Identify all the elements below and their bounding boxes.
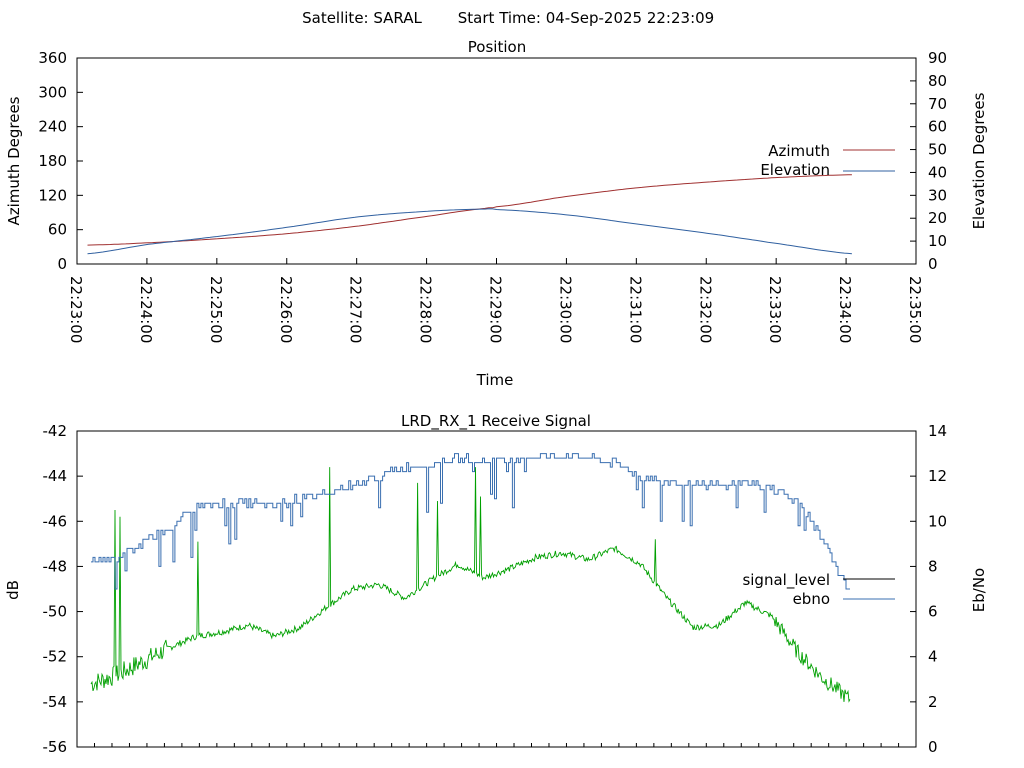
position-x-axis-label: Time: [476, 371, 514, 389]
legend-elevation-label: Elevation: [760, 161, 830, 179]
position-x-tick-label: 22:24:00: [137, 276, 155, 343]
position-x-tick-label: 22:27:00: [347, 276, 365, 343]
signal-y-tick-label: -52: [43, 648, 68, 666]
position-y2-tick-label: 10: [928, 232, 947, 250]
position-y2-tick-label: 50: [928, 141, 947, 159]
elevation-series-line: [87, 208, 852, 255]
satellite-label: Satellite: SARAL: [302, 9, 422, 27]
legend-ebno-label: ebno: [793, 590, 830, 608]
signal-y2-tick-label: 4: [928, 648, 938, 666]
position-y2-tick-label: 90: [928, 49, 947, 67]
signal-y-axis-label: dB: [4, 580, 22, 600]
start-time-label: Start Time: 04-Sep-2025 22:23:09: [458, 9, 714, 27]
position-y-tick-label: 60: [48, 221, 67, 239]
position-y-tick-label: 0: [57, 255, 67, 273]
azimuth-series-line: [87, 174, 852, 246]
signal-y2-tick-label: 0: [928, 738, 938, 756]
legend-signal-level-label: signal_level: [742, 571, 830, 590]
position-y2-axis-label: Elevation Degrees: [970, 92, 988, 229]
position-x-tick-label: 22:31:00: [626, 276, 644, 343]
position-x-tick-label: 22:32:00: [696, 276, 714, 343]
position-y2-tick-label: 0: [928, 255, 938, 273]
position-chart-title: Position: [468, 38, 526, 56]
position-y-tick-label: 360: [38, 49, 67, 67]
ebno-series-line: [91, 453, 850, 590]
signal-y-tick-label: -42: [43, 422, 68, 440]
signal-chart: LRD_RX_1 Receive Signal -42 -44 -46 -48 -50 -…: [4, 412, 988, 756]
position-x-tick-label: 22:28:00: [417, 276, 435, 343]
signal-y2-tick-label: 14: [928, 422, 947, 440]
position-y2-tick-label: 60: [928, 118, 947, 136]
position-x-tick-label: 22:25:00: [207, 276, 225, 343]
position-y-tick-label: 180: [38, 152, 67, 170]
signal-legend: signal_level ebno: [742, 571, 895, 608]
signal-y2-axis-label: Eb/No: [970, 568, 988, 612]
signal-y-tick-label: -56: [43, 738, 68, 756]
position-y-tick-label: 300: [38, 83, 67, 101]
position-x-tick-label: 22:26:00: [277, 276, 295, 343]
position-y-tick-label: 120: [38, 186, 67, 204]
position-y2-tick-label: 40: [928, 163, 947, 181]
signal-level-series-line: [90, 467, 851, 703]
position-y2-tick-label: 30: [928, 186, 947, 204]
position-chart: Position 0 60 120 180 240 300 360 0 10 20 30 40 50 60…: [5, 38, 988, 389]
signal-y2-tick-label: 10: [928, 512, 947, 530]
position-y-axis-label: Azimuth Degrees: [5, 96, 23, 225]
position-x-tick-label: 22:33:00: [766, 276, 784, 343]
signal-y-tick-label: -54: [43, 693, 68, 711]
signal-y2-tick-label: 2: [928, 693, 938, 711]
signal-y-tick-label: -48: [43, 557, 68, 575]
position-x-tick-label: 22:34:00: [836, 276, 854, 343]
signal-y2-tick-label: 12: [928, 467, 947, 485]
position-legend: Azimuth Elevation: [760, 142, 895, 179]
position-x-tick-label: 22:30:00: [556, 276, 574, 343]
position-y-tick-label: 240: [38, 118, 67, 136]
position-y2-tick-label: 70: [928, 95, 947, 113]
signal-y-tick-label: -46: [43, 512, 68, 530]
signal-y2-tick-label: 8: [928, 557, 938, 575]
position-y2-tick-label: 80: [928, 72, 947, 90]
position-x-tick-label: 22:29:00: [487, 276, 505, 343]
position-x-tick-label: 22:23:00: [67, 276, 85, 343]
position-x-tick-label: 22:35:00: [906, 276, 924, 343]
signal-y2-tick-label: 6: [928, 603, 938, 621]
signal-y-tick-label: -44: [43, 467, 68, 485]
position-y2-tick-label: 20: [928, 209, 947, 227]
signal-chart-title: LRD_RX_1 Receive Signal: [401, 412, 591, 431]
signal-y-tick-label: -50: [43, 603, 68, 621]
legend-azimuth-label: Azimuth: [768, 142, 830, 160]
